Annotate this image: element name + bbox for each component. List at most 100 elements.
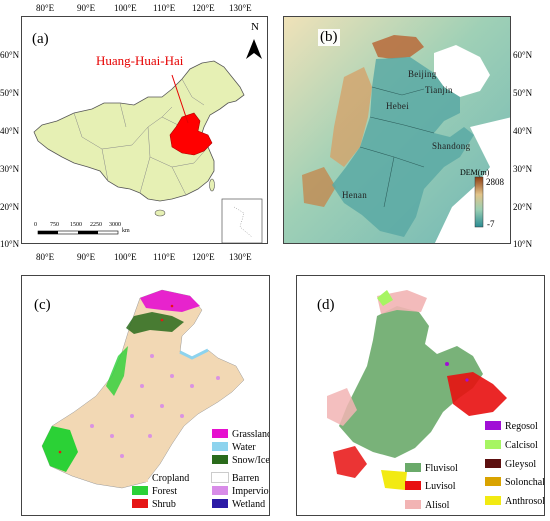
- a-bottom-tick-3: 110°E: [153, 252, 176, 262]
- legend-barren-label: Barren: [232, 473, 260, 484]
- legend-anthrosol-label: Anthrosol: [505, 496, 545, 507]
- a-bottom-tick-1: 90°E: [77, 252, 96, 262]
- forest-southwest: [42, 426, 78, 472]
- dem-map: [284, 17, 510, 243]
- panel-a: (a) Huang-Huai-Hai N 0 750 1500 2250 300…: [21, 16, 268, 244]
- region-name-label: Huang-Huai-Hai: [96, 53, 184, 68]
- legend-solonchak: Solonchak: [485, 477, 544, 489]
- swatch-anthrosol: [485, 496, 501, 505]
- soil-map: [327, 290, 507, 490]
- legend-impervious-label: Impervious: [232, 486, 269, 497]
- city-shandong: Shandong: [432, 141, 471, 151]
- swatch-alisol: [405, 500, 421, 509]
- a-left-tick-0: 60°N: [0, 50, 20, 60]
- panel-b: (b) Beijing Tianjin Hebei Shandong Henan…: [283, 16, 511, 244]
- regosol-speckles: [445, 362, 469, 382]
- a-left-tick-3: 30°N: [0, 164, 20, 174]
- swatch-calcisol: [485, 440, 501, 449]
- south-china-sea-inset: [221, 198, 263, 243]
- a-left-tick-5: 10°N: [0, 239, 20, 249]
- legend-grassland: Grassland: [212, 429, 269, 441]
- a-bottom-tick-0: 80°E: [36, 252, 55, 262]
- city-henan: Henan: [342, 190, 367, 200]
- legend-alisol: Alisol: [405, 500, 449, 512]
- legend-snowice-label: Snow/Ice: [232, 455, 270, 466]
- legend-cropland: Cropland: [132, 473, 189, 485]
- legend-barren: Barren: [211, 472, 260, 485]
- grassland-patch: [140, 290, 200, 312]
- swatch-grassland: [212, 429, 228, 438]
- scale-num-4: 3000: [109, 222, 121, 228]
- calcisol-patch: [377, 290, 393, 306]
- panel-b-label: (b): [318, 29, 340, 46]
- region-leader-line: [171, 74, 189, 124]
- forest-west: [106, 346, 128, 396]
- dem-max: 2808: [486, 177, 504, 187]
- legend-forest: Forest: [132, 486, 177, 498]
- legend-alisol-label: Alisol: [425, 500, 450, 511]
- scale-bar: [37, 230, 119, 235]
- china-map: [33, 39, 263, 243]
- a-top-tick-4: 120°E: [192, 3, 215, 13]
- scale-num-2: 1500: [70, 222, 82, 228]
- legend-anthrosol: Anthrosol: [485, 496, 545, 508]
- luvisol-patch-east: [447, 372, 507, 416]
- a-top-tick-0: 80°E: [36, 3, 55, 13]
- panel-d: (d) Regosol Calcisol Gleysol Solonchak A…: [296, 275, 545, 516]
- soil-region: [339, 306, 483, 458]
- panel-c-label: (c): [32, 297, 53, 314]
- a-left-tick-2: 40°N: [0, 126, 20, 136]
- legend-regosol-label: Regosol: [505, 421, 538, 432]
- legend-wetland-label: Wetland: [232, 499, 266, 510]
- north-label: N: [251, 21, 259, 33]
- anthrosol-patch: [381, 470, 407, 490]
- city-hebei: Hebei: [386, 101, 409, 111]
- swatch-barren: [211, 472, 229, 483]
- scale-num-0: 0: [34, 222, 37, 228]
- a-bottom-tick-2: 100°E: [114, 252, 137, 262]
- scale-num-3: 2250: [90, 222, 102, 228]
- a-bottom-tick-4: 120°E: [192, 252, 215, 262]
- a-top-tick-1: 90°E: [77, 3, 96, 13]
- swatch-cropland: [132, 473, 148, 482]
- province-borders-b: [359, 86, 435, 208]
- legend-calcisol: Calcisol: [485, 440, 538, 452]
- huang-huai-hai-region: [169, 112, 213, 156]
- legend-shrub-label: Shrub: [152, 499, 176, 510]
- a-top-tick-2: 100°E: [114, 3, 137, 13]
- b-right-tick-0: 60°N: [513, 50, 533, 60]
- swatch-gleysol: [485, 459, 501, 468]
- forest-north: [126, 312, 184, 334]
- a-top-tick-3: 110°E: [153, 3, 176, 13]
- legend-forest-label: Forest: [152, 486, 177, 497]
- legend-impervious: Impervious: [212, 486, 269, 498]
- swatch-impervious: [212, 486, 228, 495]
- city-beijing: Beijing: [408, 69, 437, 79]
- bohai-sea: [434, 45, 490, 97]
- legend-fluvisol: Fluvisol: [405, 463, 458, 475]
- swatch-water: [212, 442, 228, 451]
- yanshan-mountains: [372, 35, 424, 59]
- impervious-speckles: [90, 354, 220, 458]
- swatch-fluvisol: [405, 463, 421, 472]
- landcover-map: [41, 289, 245, 489]
- b-right-tick-1: 50°N: [513, 88, 533, 98]
- a-bottom-tick-5: 130°E: [229, 252, 252, 262]
- hhh-plain: [332, 57, 474, 237]
- a-left-tick-1: 50°N: [0, 88, 20, 98]
- alisol-patch-west: [327, 388, 357, 426]
- legend-shrub: Shrub: [132, 499, 176, 511]
- legend-gleysol-label: Gleysol: [505, 459, 537, 470]
- hainan-island: [154, 209, 166, 217]
- landcover-region: [41, 289, 245, 489]
- swatch-snowice: [212, 455, 228, 464]
- b-right-tick-4: 20°N: [513, 202, 533, 212]
- swatch-wetland: [212, 499, 228, 508]
- swatch-forest: [132, 486, 148, 495]
- a-left-tick-4: 20°N: [0, 202, 20, 212]
- luvisol-patch-southwest: [333, 446, 367, 478]
- scale-num-1: 750: [50, 222, 59, 228]
- a-top-tick-5: 130°E: [229, 3, 252, 13]
- yellow-sea: [434, 117, 510, 243]
- legend-calcisol-label: Calcisol: [505, 440, 538, 451]
